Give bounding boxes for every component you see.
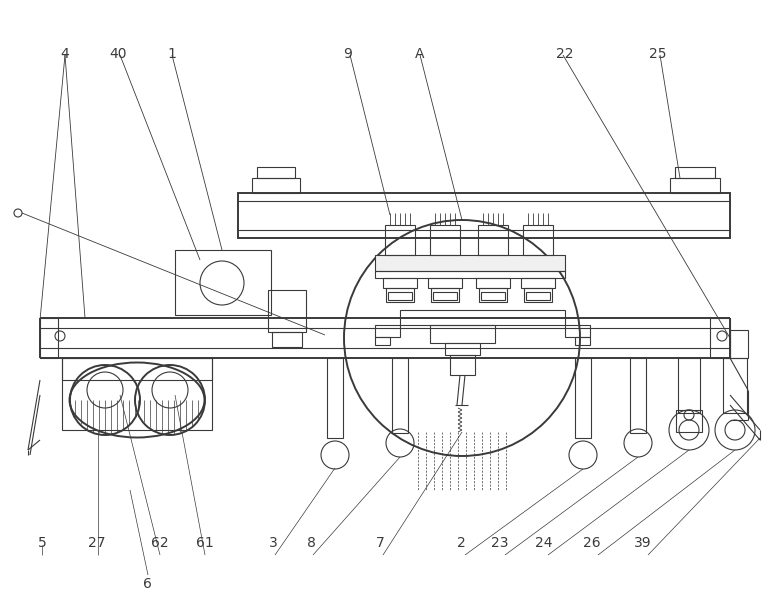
Bar <box>385 225 415 255</box>
Bar <box>478 225 508 255</box>
Bar <box>392 358 408 433</box>
Text: 8: 8 <box>307 535 316 550</box>
Bar <box>521 278 555 288</box>
Text: 25: 25 <box>649 47 666 62</box>
Bar <box>723 358 747 413</box>
Bar <box>252 178 300 193</box>
Bar <box>430 325 495 343</box>
Bar <box>327 358 343 438</box>
Bar <box>257 167 295 178</box>
Text: 39: 39 <box>633 535 652 550</box>
Bar <box>433 292 457 300</box>
Bar <box>272 332 302 347</box>
Bar <box>400 310 565 325</box>
Text: 26: 26 <box>582 535 600 550</box>
Bar <box>565 325 590 337</box>
Text: 7: 7 <box>375 535 385 550</box>
Bar <box>481 292 505 300</box>
Bar <box>445 343 480 355</box>
Bar <box>526 292 550 300</box>
Bar <box>428 278 462 288</box>
Bar <box>710 318 730 358</box>
Bar <box>676 410 702 432</box>
Text: 5: 5 <box>37 535 47 550</box>
Text: 1: 1 <box>167 47 176 62</box>
Text: 9: 9 <box>343 47 352 62</box>
Text: 3: 3 <box>269 535 278 550</box>
Text: 40: 40 <box>110 47 127 62</box>
Bar <box>431 288 459 302</box>
Bar <box>40 318 58 358</box>
Bar <box>62 358 212 380</box>
Bar <box>238 193 730 238</box>
Bar <box>575 337 590 345</box>
Text: 2: 2 <box>457 535 466 550</box>
Text: 24: 24 <box>535 535 552 550</box>
Bar <box>476 278 510 288</box>
Text: 62: 62 <box>151 535 169 550</box>
Bar <box>375 255 565 271</box>
Text: 27: 27 <box>89 535 105 550</box>
Bar <box>375 325 400 337</box>
Bar <box>730 330 748 358</box>
Bar <box>523 225 553 255</box>
Bar <box>62 358 212 430</box>
Text: 61: 61 <box>195 535 214 550</box>
Bar <box>430 225 460 255</box>
Text: 22: 22 <box>556 47 573 62</box>
Bar <box>575 358 591 438</box>
Text: 6: 6 <box>143 576 152 591</box>
Bar <box>479 288 507 302</box>
Text: A: A <box>415 47 424 62</box>
Bar <box>386 288 414 302</box>
Text: 4: 4 <box>60 47 69 62</box>
Bar <box>383 278 417 288</box>
Text: 23: 23 <box>491 535 508 550</box>
Bar <box>524 288 552 302</box>
Bar <box>375 271 565 278</box>
Bar <box>675 167 715 178</box>
Bar <box>388 292 412 300</box>
Bar <box>450 355 475 375</box>
Bar <box>268 290 306 332</box>
Bar <box>670 178 720 193</box>
Bar <box>175 250 271 315</box>
Bar <box>375 337 390 345</box>
Bar <box>678 358 700 413</box>
Bar <box>630 358 646 433</box>
